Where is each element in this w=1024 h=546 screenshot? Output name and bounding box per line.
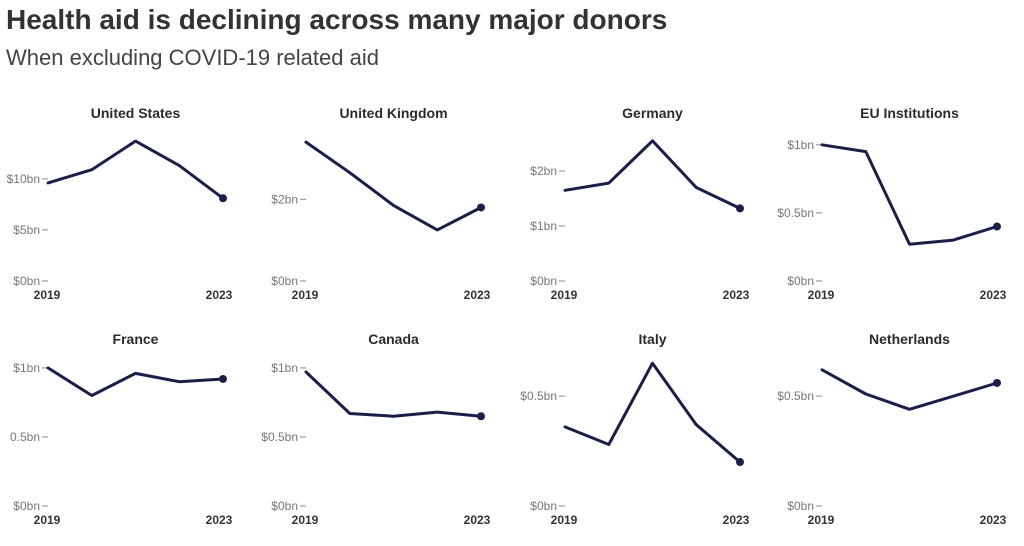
series-line-germany: [563, 139, 742, 210]
y-tick-label-netherlands: $0.5bn: [777, 389, 814, 403]
x-tick-label-eu-institutions: 2023: [980, 288, 1007, 302]
y-tick-label-united-states: $10bn: [7, 172, 40, 186]
panel-title-italy: Italy: [638, 331, 666, 347]
panel-title-canada: Canada: [368, 331, 419, 347]
panel-italy: Italy $0bn $0.5bn 2019 2023: [520, 331, 749, 527]
series-line-united-states: [46, 139, 225, 200]
end-point-netherlands: [993, 378, 1001, 387]
series-line-canada: [304, 370, 483, 418]
end-point-italy: [736, 458, 744, 467]
y-tick-label-germany: $2bn: [530, 164, 557, 178]
panel-title-germany: Germany: [622, 105, 683, 121]
y-tick-label-germany: $1bn: [530, 219, 557, 233]
y-tick-label-canada: $1bn: [271, 361, 298, 375]
x-tick-label-united-states: 2023: [206, 288, 233, 302]
end-point-canada: [477, 412, 485, 421]
panel-title-eu-institutions: EU Institutions: [860, 105, 959, 121]
y-tick-label-canada: $0bn: [271, 499, 298, 513]
x-tick-label-netherlands: 2019: [808, 513, 835, 527]
series-line-italy: [563, 361, 742, 464]
y-tick-label-eu-institutions: $0bn: [787, 274, 814, 288]
panel-united-kingdom: United Kingdom $0bn $2bn 2019 2023: [271, 105, 490, 302]
panel-title-united-states: United States: [91, 105, 181, 121]
panel-netherlands: Netherlands $0bn $0.5bn 2019 2023: [777, 331, 1006, 527]
series-line-netherlands: [820, 368, 999, 411]
chart-title: Health aid is declining across many majo…: [6, 4, 668, 35]
series-line-france: [46, 366, 225, 397]
x-tick-label-france: 2019: [34, 513, 61, 527]
end-point-germany: [736, 204, 744, 213]
y-tick-label-france: $1bn: [13, 361, 40, 375]
y-tick-label-eu-institutions: $1bn: [787, 138, 814, 152]
y-tick-label-united-kingdom: $2bn: [271, 192, 298, 206]
panel-france: France $0bn 0.5bn $1bn 2019 2023: [10, 331, 233, 527]
x-tick-label-germany: 2023: [723, 288, 750, 302]
y-tick-label-united-states: $5bn: [13, 223, 40, 237]
panel-united-states: United States $0bn $5bn $10bn 2019 2023: [7, 105, 233, 302]
end-point-france: [219, 374, 227, 383]
x-tick-label-italy: 2023: [723, 513, 750, 527]
end-point-united-kingdom: [477, 203, 485, 212]
x-tick-label-canada: 2019: [292, 513, 319, 527]
chart-subtitle: When excluding COVID-19 related aid: [6, 45, 379, 70]
y-tick-label-italy: $0bn: [530, 499, 557, 513]
panel-title-united-kingdom: United Kingdom: [339, 105, 447, 121]
x-tick-label-netherlands: 2023: [980, 513, 1007, 527]
y-tick-label-france: 0.5bn: [10, 430, 40, 444]
y-tick-label-eu-institutions: $0.5bn: [777, 206, 814, 220]
y-tick-label-france: $0bn: [13, 499, 40, 513]
x-tick-label-canada: 2023: [464, 513, 491, 527]
y-tick-label-netherlands: $0bn: [787, 499, 814, 513]
panel-germany: Germany $0bn $1bn $2bn 2019 2023: [530, 105, 749, 302]
panel-canada: Canada $0bn $0.5bn $1bn 2019 2023: [261, 331, 490, 527]
panel-eu-institutions: EU Institutions $0bn $0.5bn $1bn 2019 2023: [777, 105, 1006, 302]
y-tick-label-united-kingdom: $0bn: [271, 274, 298, 288]
x-tick-label-united-kingdom: 2023: [464, 288, 491, 302]
y-tick-label-germany: $0bn: [530, 274, 557, 288]
panel-title-france: France: [113, 331, 159, 347]
y-tick-label-canada: $0.5bn: [261, 430, 298, 444]
x-tick-label-united-states: 2019: [34, 288, 61, 302]
end-point-united-states: [219, 194, 227, 203]
series-line-eu-institutions: [820, 143, 999, 246]
series-line-united-kingdom: [304, 140, 483, 232]
y-tick-label-italy: $0.5bn: [520, 389, 557, 403]
x-tick-label-france: 2023: [206, 513, 233, 527]
panel-title-netherlands: Netherlands: [869, 331, 950, 347]
y-tick-label-united-states: $0bn: [13, 274, 40, 288]
x-tick-label-italy: 2019: [551, 513, 578, 527]
end-point-eu-institutions: [993, 222, 1001, 231]
x-tick-label-germany: 2019: [551, 288, 578, 302]
x-tick-label-eu-institutions: 2019: [808, 288, 835, 302]
x-tick-label-united-kingdom: 2019: [292, 288, 319, 302]
